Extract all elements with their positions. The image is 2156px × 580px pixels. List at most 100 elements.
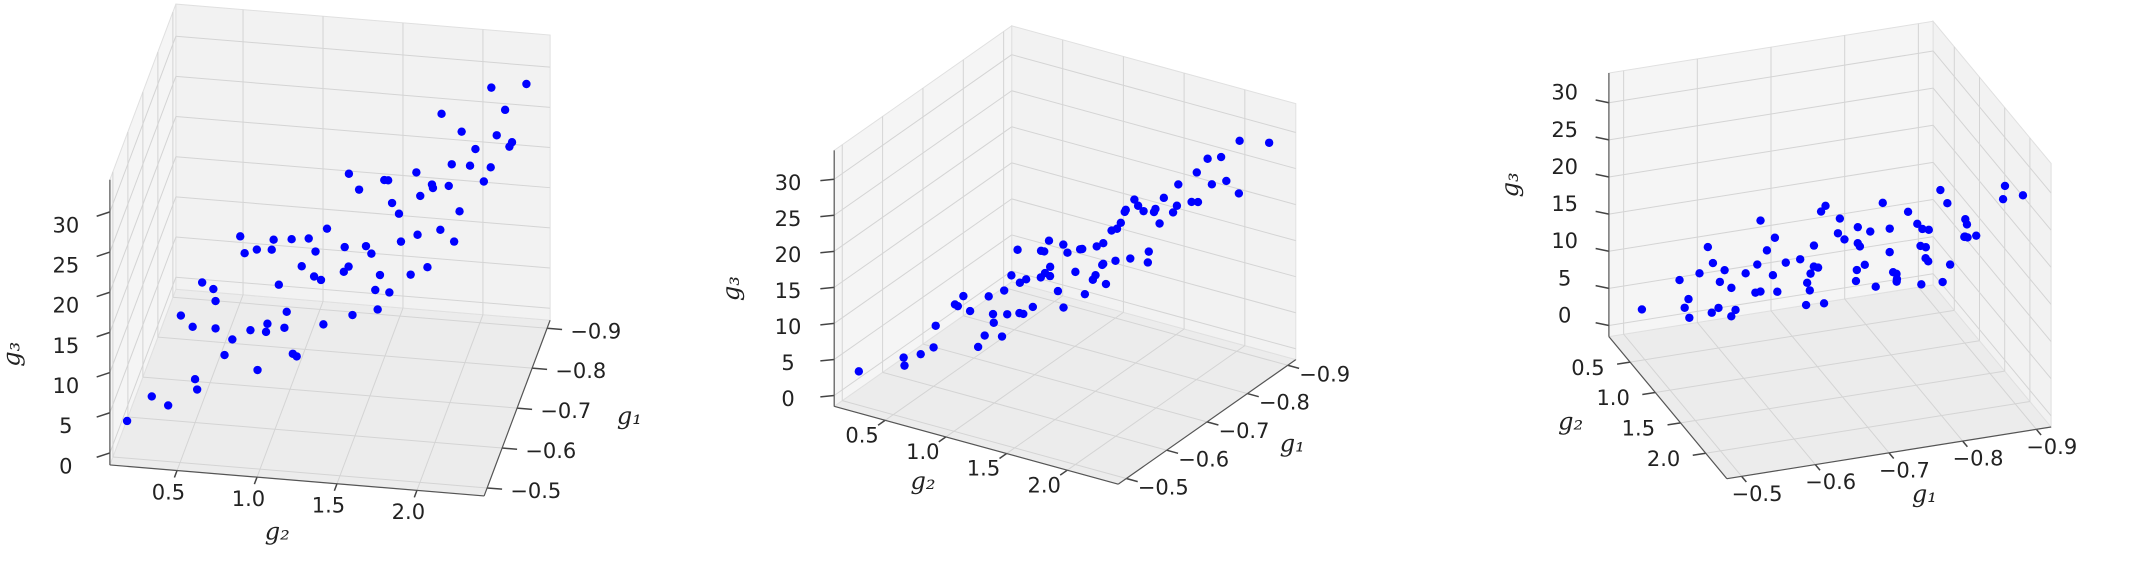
data-point (1013, 245, 1022, 254)
tick-mark (413, 490, 418, 498)
tick-mark (1595, 210, 1610, 215)
grid-line (1608, 124, 1934, 178)
tick-mark (820, 322, 835, 326)
data-point (1144, 247, 1153, 256)
data-point (973, 342, 983, 352)
grid-line (1630, 309, 1955, 363)
data-point (423, 263, 432, 272)
data-point (1149, 207, 1159, 217)
data-point (436, 225, 445, 235)
grid-line (109, 236, 177, 413)
z-tick-label: 15 (775, 279, 802, 303)
data-point (354, 185, 364, 194)
data-point (1174, 180, 1183, 189)
data-point (457, 127, 466, 136)
data-point (1207, 180, 1217, 189)
tick-mark (96, 412, 111, 418)
y-axis-title: g₂ (265, 518, 290, 546)
tick-mark (1595, 322, 1610, 327)
data-point (1139, 206, 1148, 216)
y-tick-label: 2.0 (392, 500, 425, 524)
data-point (1045, 262, 1055, 272)
data-point (1945, 260, 1955, 269)
panel: −0.9 −0.8 −0.7 −0.6 −0.5 0.5 1.0 1.5 2.0 0 5 10 15 20… (0, 3, 642, 546)
grid-line (175, 236, 551, 269)
data-point (1015, 278, 1025, 287)
data-point (1111, 256, 1120, 265)
data-point (1853, 239, 1862, 248)
data-point (1155, 219, 1164, 228)
tick-mark (96, 452, 111, 458)
tick-mark (1595, 247, 1610, 252)
data-point (311, 247, 320, 256)
data-point (406, 270, 415, 279)
tick-mark (487, 487, 503, 490)
y-tick-label: 2.0 (1647, 447, 1680, 471)
data-point (269, 235, 278, 244)
y-tick-label: 0.5 (152, 480, 185, 504)
data-point (385, 288, 394, 297)
data-point (1680, 303, 1689, 312)
grid-line (175, 116, 551, 149)
tick-mark (173, 470, 178, 478)
data-point (980, 331, 989, 340)
data-point (929, 343, 938, 352)
data-point (1998, 194, 2008, 204)
tick-mark (1287, 364, 1300, 370)
grid-line (109, 76, 177, 253)
data-point (1885, 247, 1894, 257)
z-tick-label: 20 (775, 243, 802, 267)
data-point (447, 160, 456, 169)
data-point (1637, 305, 1647, 314)
grid-line (1006, 328, 1185, 454)
data-point (211, 296, 220, 306)
data-point (1216, 152, 1226, 162)
data-point (487, 83, 496, 92)
data-point (1885, 224, 1894, 233)
data-point (492, 131, 501, 140)
data-point (1222, 176, 1231, 186)
data-point (1917, 280, 1926, 289)
grid-line (1067, 345, 1246, 471)
y-tick-label: 1.5 (967, 457, 1000, 481)
grid-line (1932, 87, 2052, 231)
grid-line (922, 343, 1208, 423)
data-point (1003, 310, 1012, 319)
grid-line (1011, 270, 1296, 350)
data-point (1921, 254, 1930, 263)
tick-mark (1667, 422, 1681, 426)
z-tick-label: 10 (53, 374, 80, 398)
grid-line (1770, 310, 1890, 454)
data-point (394, 209, 404, 218)
data-point (1851, 276, 1861, 286)
grid-line (175, 276, 551, 309)
data-point (2000, 181, 2010, 191)
x-tick-label: −0.8 (1259, 391, 1310, 415)
grid-line (1932, 162, 2052, 305)
grid-line (833, 126, 1013, 252)
z-tick-label: 25 (53, 254, 80, 278)
data-point (1918, 224, 1927, 234)
data-point (1806, 269, 1815, 278)
data-point (1053, 286, 1063, 296)
y-axis-title: g₂ (910, 467, 935, 495)
tick-mark (96, 291, 111, 298)
data-point (1878, 198, 1887, 208)
data-point (1816, 207, 1826, 216)
data-point (1892, 277, 1901, 286)
x-tick-label: −0.9 (570, 319, 621, 343)
z-axis-title: g₃ (0, 342, 26, 367)
data-point (1059, 303, 1068, 312)
data-point (1078, 244, 1087, 254)
data-point (1091, 270, 1100, 280)
data-point (1768, 271, 1778, 280)
data-point (1019, 309, 1028, 319)
x-tick-label: −0.8 (555, 359, 606, 383)
grid-line (1932, 50, 2052, 194)
data-point (344, 262, 353, 271)
tick-mark (2035, 428, 2042, 436)
z-tick-label: 5 (1558, 266, 1571, 290)
z-axis-title: g₃ (1496, 172, 1524, 197)
x-tick-label: −0.9 (1299, 362, 1350, 386)
tick-mark (820, 286, 835, 290)
